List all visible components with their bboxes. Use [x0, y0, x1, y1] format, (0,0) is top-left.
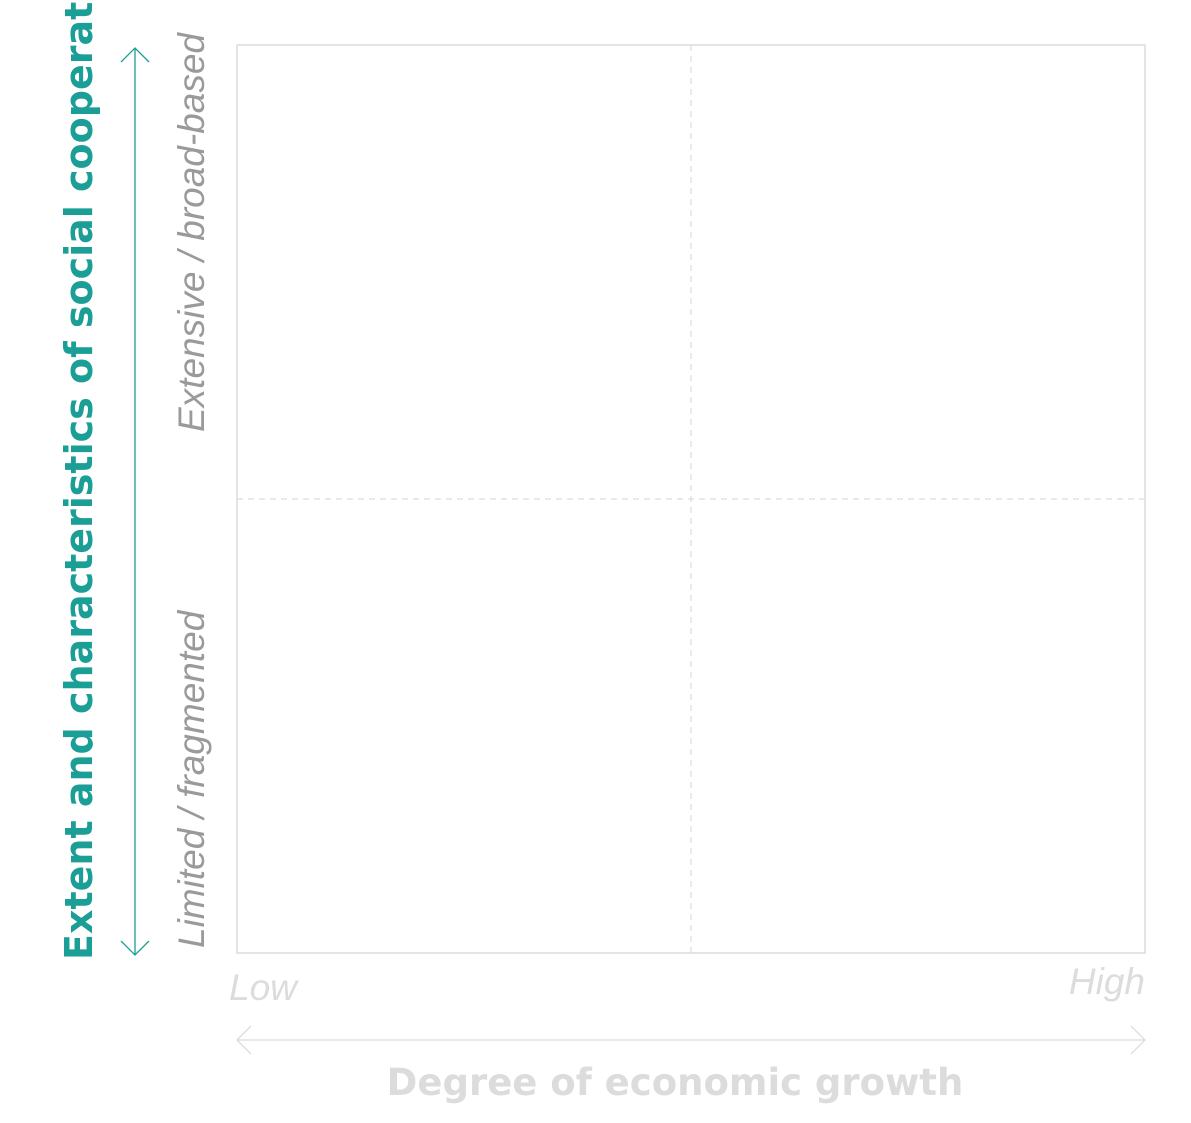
y-axis-title: Extent and characteristics of social coo… [57, 0, 101, 960]
y-high-label: Extensive / broad-based [171, 32, 212, 432]
x-high-label: High [1069, 961, 1145, 1002]
x-arrow [236, 1025, 1146, 1055]
x-axis-title: Degree of economic growth [387, 1061, 964, 1104]
x-low-label: Low [229, 967, 299, 1008]
y-low-label: Limited / fragmented [171, 609, 212, 948]
y-arrow [120, 47, 150, 956]
